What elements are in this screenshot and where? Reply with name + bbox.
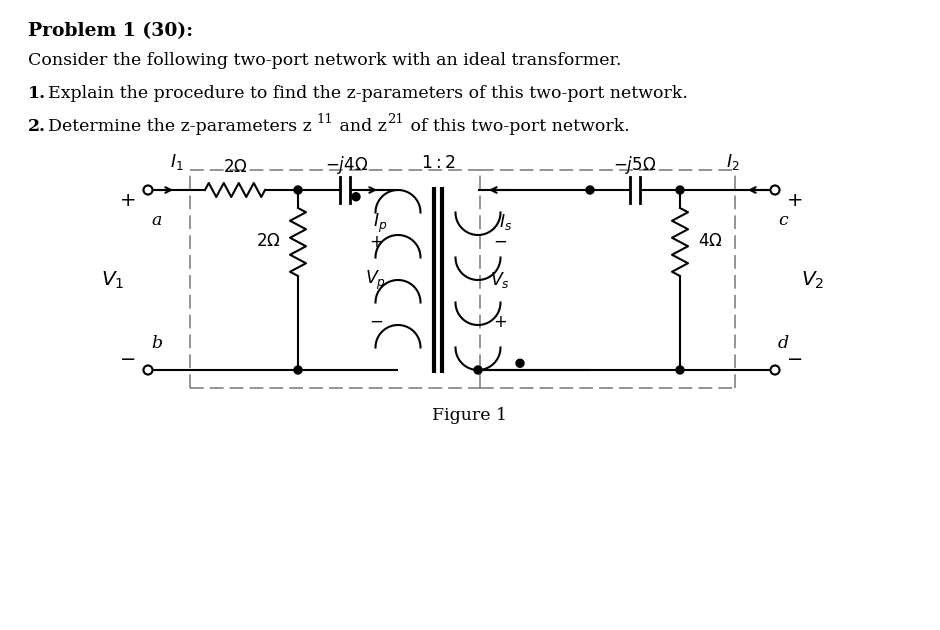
- Text: $I_1$: $I_1$: [169, 152, 183, 172]
- Circle shape: [676, 366, 684, 374]
- Text: Explain the procedure to find the z-parameters of this two-port network.: Explain the procedure to find the z-para…: [48, 85, 688, 102]
- Text: of this two-port network.: of this two-port network.: [405, 118, 630, 135]
- Circle shape: [771, 185, 779, 195]
- Text: 11: 11: [316, 113, 333, 126]
- Text: $-j4\Omega$: $-j4\Omega$: [325, 154, 368, 176]
- Circle shape: [676, 186, 684, 194]
- Text: $4\Omega$: $4\Omega$: [697, 234, 722, 251]
- Circle shape: [516, 359, 524, 367]
- Text: Determine the z-parameters z: Determine the z-parameters z: [48, 118, 312, 135]
- Text: $I_s$: $I_s$: [499, 212, 512, 232]
- Circle shape: [294, 366, 302, 374]
- Circle shape: [771, 185, 779, 195]
- Text: 2.: 2.: [28, 118, 46, 135]
- Circle shape: [144, 365, 152, 374]
- Text: $V_1$: $V_1$: [102, 270, 125, 290]
- Text: a: a: [151, 212, 162, 229]
- Text: and z: and z: [334, 118, 387, 135]
- Text: $1:2$: $1:2$: [420, 155, 456, 172]
- Text: +: +: [494, 313, 507, 331]
- Text: c: c: [778, 212, 788, 229]
- Text: Problem 1 (30):: Problem 1 (30):: [28, 22, 193, 40]
- Text: $I_2$: $I_2$: [726, 152, 740, 172]
- Text: $2\Omega$: $2\Omega$: [256, 234, 280, 251]
- Circle shape: [586, 186, 594, 194]
- Circle shape: [352, 193, 360, 201]
- Text: 1.: 1.: [28, 85, 46, 102]
- Text: $2\Omega$: $2\Omega$: [223, 159, 247, 176]
- Text: 21: 21: [387, 113, 404, 126]
- Circle shape: [144, 365, 152, 374]
- Text: −: −: [119, 350, 136, 370]
- Text: Consider the following two-port network with an ideal transformer.: Consider the following two-port network …: [28, 52, 621, 69]
- Text: +: +: [369, 233, 383, 251]
- Text: $V_s$: $V_s$: [490, 270, 510, 290]
- Circle shape: [771, 365, 779, 374]
- Circle shape: [474, 366, 482, 374]
- Text: −: −: [787, 350, 803, 370]
- Text: $-j5\Omega$: $-j5\Omega$: [614, 154, 657, 176]
- Circle shape: [144, 185, 152, 195]
- Circle shape: [294, 186, 302, 194]
- Text: $V_p$: $V_p$: [366, 268, 386, 292]
- Text: −: −: [494, 233, 507, 251]
- Circle shape: [771, 365, 779, 374]
- Text: Figure 1: Figure 1: [432, 406, 508, 423]
- Text: +: +: [119, 190, 136, 210]
- Text: +: +: [787, 190, 804, 210]
- Circle shape: [144, 185, 152, 195]
- Text: −: −: [369, 313, 383, 331]
- Text: $I_p$: $I_p$: [373, 212, 387, 235]
- Text: $V_2$: $V_2$: [802, 270, 824, 290]
- Text: b: b: [151, 335, 162, 352]
- Text: d: d: [778, 335, 789, 352]
